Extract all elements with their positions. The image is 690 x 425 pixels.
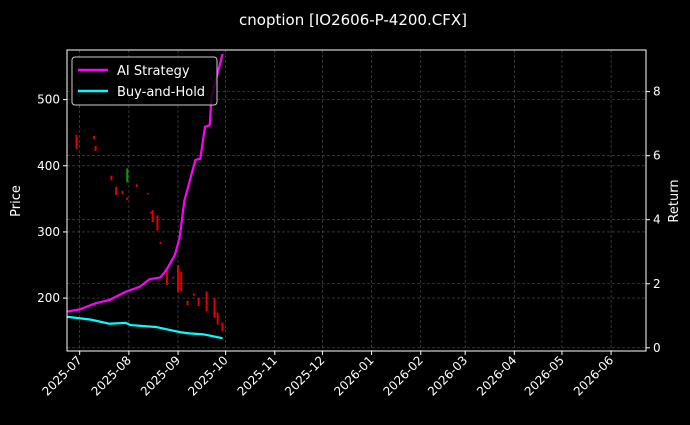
y2-axis-label: Return — [667, 179, 682, 222]
lines — [66, 53, 224, 340]
chart-title: cnoption [IO2606-P-4200.CFX] — [239, 11, 467, 29]
x-tick-label: 2026-03 — [425, 353, 470, 398]
candles — [75, 134, 224, 332]
plot-frame — [66, 49, 647, 352]
x-tick-label: 2026-04 — [474, 353, 519, 398]
candle — [92, 136, 95, 140]
candle — [75, 134, 78, 150]
candle — [159, 241, 162, 244]
candle — [197, 298, 200, 307]
y-axis-label: Price — [9, 185, 24, 217]
legend-box — [71, 56, 218, 106]
x-tick-label: 2025-11 — [235, 353, 280, 398]
x-tick-label: 2025-08 — [89, 353, 134, 398]
candle — [94, 145, 97, 152]
candle — [192, 293, 195, 296]
x-tick-label: 2025-07 — [39, 353, 84, 398]
y-tick-label: 200 — [37, 291, 60, 305]
y2-tick-label: 8 — [653, 85, 661, 99]
candle — [151, 210, 154, 222]
candle — [126, 197, 129, 201]
legend: AI Strategy Buy-and-Hold — [71, 56, 218, 106]
y2-tick-label: 6 — [653, 149, 661, 163]
candle — [150, 212, 153, 214]
x-tick-label: 2026-06 — [571, 353, 616, 398]
candle — [213, 298, 216, 318]
x-tick-label: 2026-01 — [331, 353, 376, 398]
candle — [180, 271, 183, 292]
x-tick-label: 2025-09 — [138, 353, 183, 398]
y-tick-label: 300 — [37, 225, 60, 239]
series-line-ai-strategy — [66, 53, 224, 313]
y2-tick-label: 4 — [653, 213, 661, 227]
candle — [216, 312, 219, 325]
x-tick-label: 2025-10 — [185, 353, 230, 398]
candle — [165, 270, 168, 285]
y-tick-label: 500 — [37, 93, 60, 107]
x-tick-label: 2025-12 — [282, 353, 327, 398]
candle — [110, 175, 113, 181]
candle — [135, 184, 138, 187]
candle — [146, 192, 149, 195]
x-tick-label: 2026-02 — [381, 353, 426, 398]
candle — [172, 276, 175, 279]
candle — [177, 265, 180, 293]
x-tick-label: 2026-05 — [522, 353, 567, 398]
candle — [115, 186, 118, 195]
legend-label-ai-strategy: AI Strategy — [117, 64, 190, 79]
candle — [186, 300, 189, 306]
candle — [205, 291, 208, 312]
y2-tick-label: 2 — [653, 277, 661, 291]
y-tick-label: 400 — [37, 159, 60, 173]
candle — [156, 215, 159, 231]
candle — [121, 190, 124, 195]
candle — [221, 322, 224, 332]
series-line-buy-and-hold — [66, 315, 223, 340]
y2-tick-label: 0 — [653, 341, 661, 355]
candle — [126, 168, 129, 183]
legend-label-buy-and-hold: Buy-and-Hold — [117, 85, 205, 100]
